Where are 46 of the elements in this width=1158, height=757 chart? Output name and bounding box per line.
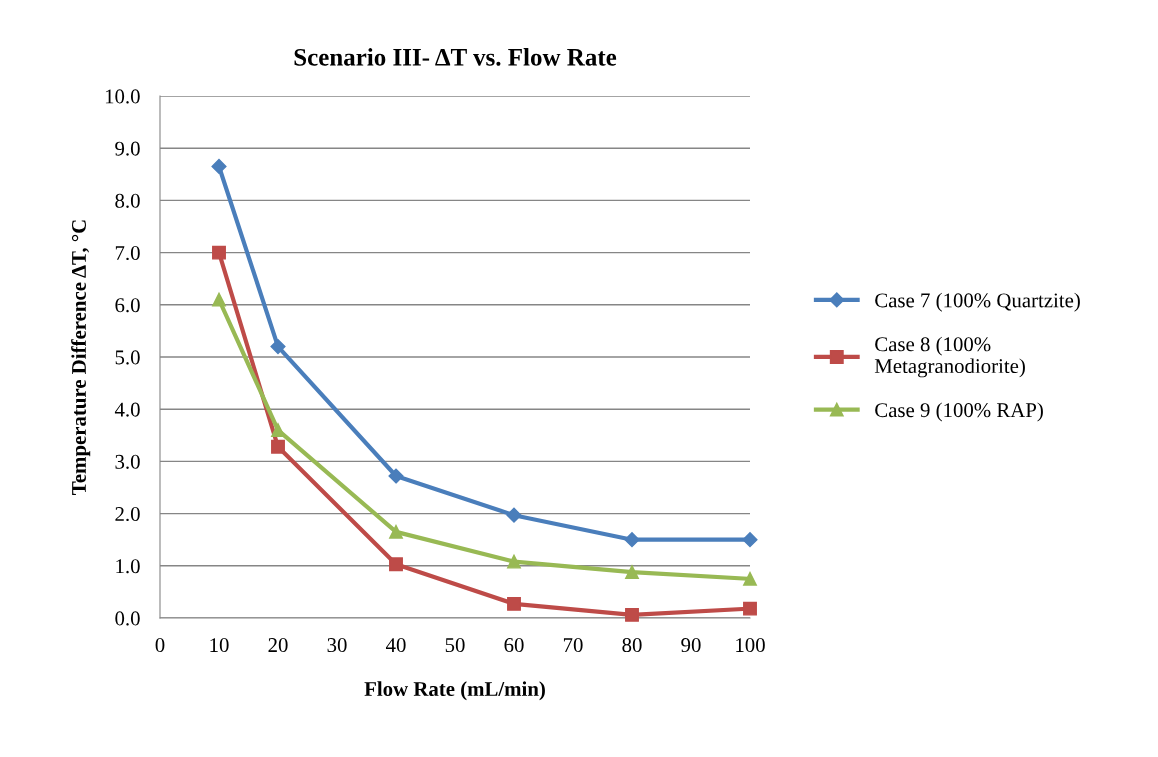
x-tick-label: 50 <box>445 638 465 653</box>
point <box>625 565 639 580</box>
point <box>625 607 639 622</box>
point <box>212 292 226 307</box>
point <box>389 557 403 572</box>
point <box>389 524 403 539</box>
point <box>388 468 404 484</box>
x-tick-label: 20 <box>268 638 288 653</box>
x-tick-label: 100 <box>736 638 765 653</box>
y-tick-label: 9.0 <box>115 141 140 156</box>
x-tick-label: 80 <box>622 638 642 653</box>
y-tick-label: 10.0 <box>105 89 140 104</box>
y-tick-label: 2.0 <box>115 506 140 522</box>
x-tick-label: 70 <box>563 638 583 653</box>
x-tick-label: 40 <box>385 638 406 653</box>
legend-label: Case 7 (100% Quartzite) <box>875 292 1080 312</box>
y-tick-label: 1.0 <box>116 559 140 574</box>
y-tick-label: 5.0 <box>115 350 140 365</box>
y-tick-label: 8.0 <box>115 193 140 208</box>
point <box>271 423 285 438</box>
point <box>624 532 640 548</box>
x-tick-label: 30 <box>327 638 347 653</box>
point <box>270 338 286 355</box>
point <box>743 601 757 616</box>
point <box>507 554 521 569</box>
legend-label: Case 8 (100% Metagranodiorite) <box>874 336 1025 378</box>
y-axis-title: Temperature Difference ΔT, °C <box>71 220 91 495</box>
point <box>507 596 521 611</box>
point <box>271 439 285 454</box>
x-tick-label: 90 <box>681 638 701 653</box>
point <box>742 532 758 548</box>
y-tick-label: 6.0 <box>115 298 140 313</box>
legend-label: Case 9 (100% RAP) <box>875 402 1043 422</box>
y-tick-label: 0.0 <box>115 611 140 626</box>
point <box>211 158 227 175</box>
x-axis-title: Flow Rate (mL/min) <box>364 681 545 701</box>
point <box>506 507 522 523</box>
chart-title: Scenario III- ΔT vs. Flow Rate <box>294 48 617 66</box>
point <box>212 245 226 260</box>
y-tick-label: 7.0 <box>115 245 140 261</box>
x-tick-label: 0 <box>155 638 165 653</box>
point <box>743 571 757 586</box>
y-tick-label: 4.0 <box>114 402 140 417</box>
x-tick-label: 60 <box>504 638 524 653</box>
y-tick-label: 3.0 <box>115 454 140 469</box>
x-tick-label: 10 <box>210 638 229 653</box>
